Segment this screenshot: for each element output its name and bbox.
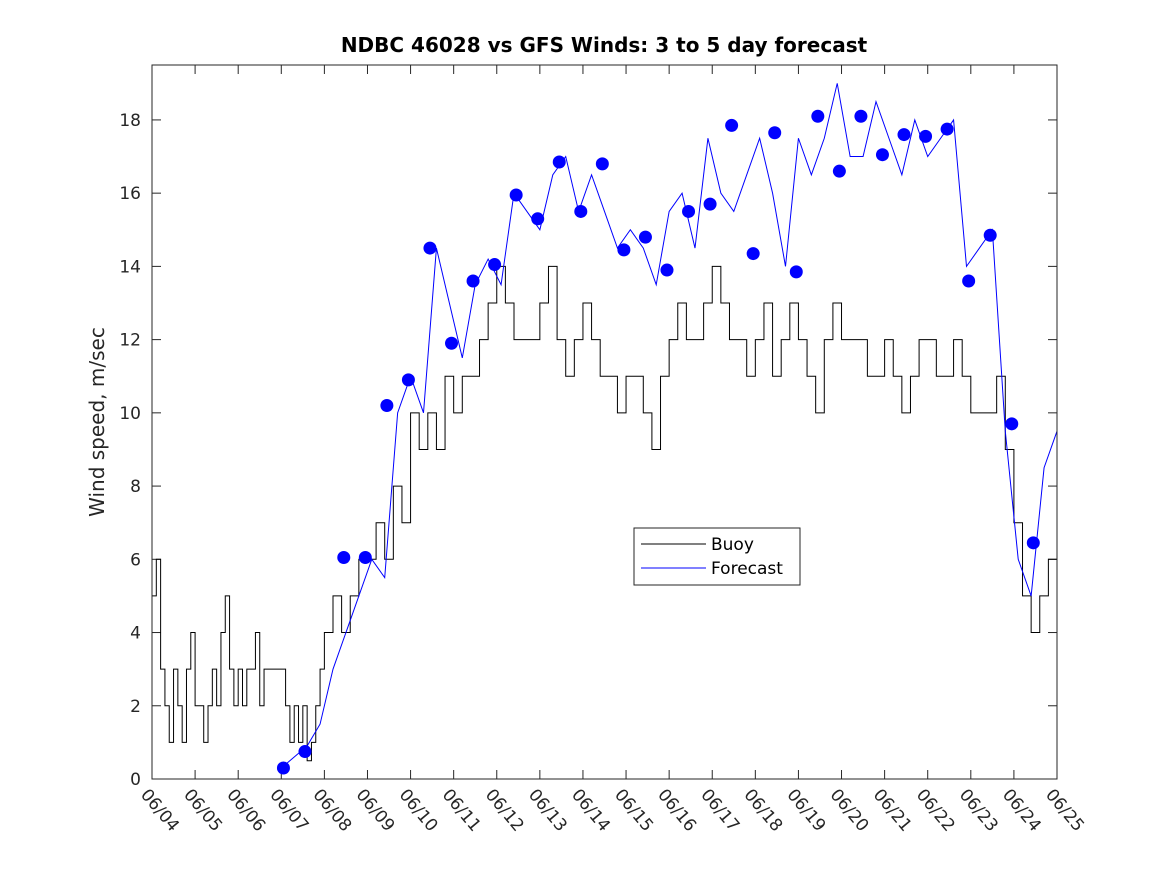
- y-tick-label: 18: [119, 111, 141, 131]
- y-tick-label: 8: [130, 477, 141, 497]
- forecast-marker: [466, 274, 480, 288]
- y-tick-label: 16: [119, 184, 141, 204]
- forecast-marker: [488, 258, 502, 272]
- plot-frame: [151, 64, 1058, 780]
- forecast-marker: [789, 265, 803, 279]
- legend-buoy-label: Buoy: [711, 535, 754, 555]
- buoy-series: [152, 265, 1057, 762]
- forecast-marker: [276, 761, 290, 775]
- y-tick-label: 4: [130, 624, 141, 644]
- forecast-marker: [337, 550, 351, 564]
- chart-title: NDBC 46028 vs GFS Winds: 3 to 5 day fore…: [341, 33, 868, 57]
- plot-area: [152, 65, 1057, 779]
- forecast-marker: [660, 263, 674, 277]
- forecast-marker: [897, 128, 911, 142]
- forecast-marker: [401, 373, 415, 387]
- forecast-marker: [875, 148, 889, 162]
- forecast-marker: [682, 204, 696, 218]
- forecast-marker: [768, 126, 782, 140]
- y-tick-label: 10: [119, 404, 141, 424]
- y-tick-label: 2: [130, 697, 141, 717]
- buoy-line: [152, 265, 1057, 762]
- forecast-marker: [962, 274, 976, 288]
- forecast-marker: [983, 228, 997, 242]
- forecast-marker: [703, 197, 717, 211]
- forecast-marker: [1005, 417, 1019, 431]
- forecast-marker: [380, 399, 394, 413]
- y-tick-label: 0: [130, 770, 141, 790]
- forecast-marker: [617, 243, 631, 257]
- forecast-marker: [832, 164, 846, 178]
- y-tick-label: 14: [119, 257, 141, 277]
- forecast-marker: [1026, 536, 1040, 550]
- legend-box: [633, 527, 801, 586]
- forecast-marker: [574, 204, 588, 218]
- forecast-marker: [638, 230, 652, 244]
- y-axis-ticks: 0 2 4 6 8 10 12 14 16 18: [119, 111, 1057, 790]
- forecast-marker: [423, 241, 437, 255]
- forecast-marker: [531, 212, 545, 226]
- forecast-marker: [854, 109, 868, 123]
- y-tick-label: 6: [130, 550, 141, 570]
- forecast-marker: [919, 129, 933, 143]
- forecast-marker: [746, 247, 760, 261]
- forecast-marker: [358, 550, 372, 564]
- forecast-marker: [298, 745, 312, 759]
- forecast-marker: [811, 109, 825, 123]
- forecast-marker: [940, 122, 954, 136]
- forecast-markers: [276, 109, 1040, 775]
- legend: Buoy Forecast: [633, 527, 801, 586]
- y-axis-label: Wind speed, m/sec: [85, 327, 109, 517]
- forecast-marker: [725, 118, 739, 132]
- forecast-marker: [445, 336, 459, 350]
- forecast-marker: [552, 155, 566, 169]
- forecast-marker: [509, 188, 523, 202]
- y-tick-label: 12: [119, 331, 141, 351]
- forecast-marker: [595, 157, 609, 171]
- legend-forecast-label: Forecast: [711, 559, 783, 579]
